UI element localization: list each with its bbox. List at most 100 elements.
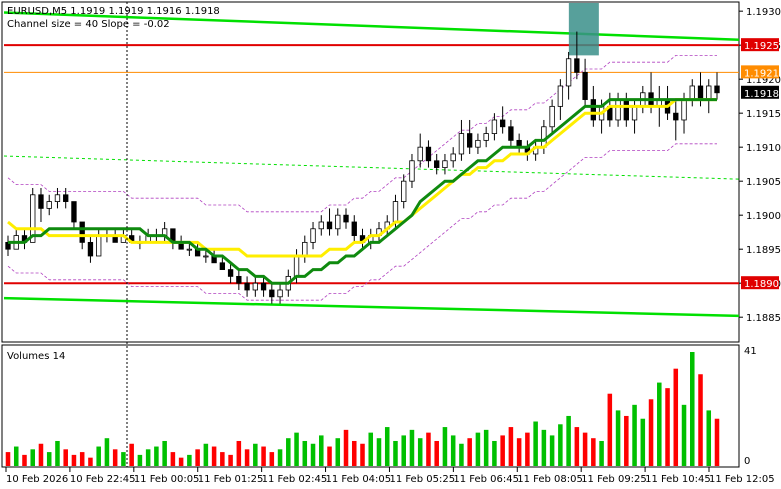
candle-body bbox=[458, 133, 465, 155]
volume-bar bbox=[261, 446, 266, 466]
price-label-text: 1.1925 bbox=[744, 41, 779, 52]
volume-bar bbox=[253, 443, 258, 466]
volume-bar bbox=[327, 446, 332, 466]
candle-body bbox=[475, 139, 481, 148]
time-tick-label: 11 Feb 04:05 bbox=[326, 474, 392, 485]
volume-bar bbox=[236, 440, 242, 466]
volume-bar bbox=[599, 440, 604, 466]
price-label-box bbox=[741, 276, 779, 290]
volume-bar bbox=[38, 443, 44, 466]
volume-bar bbox=[220, 452, 225, 466]
time-tick-label: 10 Feb 22:45 bbox=[70, 474, 136, 485]
candle-body bbox=[343, 214, 349, 223]
volume-bar bbox=[607, 393, 613, 466]
volume-bar bbox=[129, 443, 134, 466]
candle-body bbox=[38, 194, 44, 209]
volume-bar bbox=[467, 438, 472, 466]
volume-bar bbox=[665, 388, 670, 466]
volume-tick-zero: 0 bbox=[744, 456, 750, 467]
candle-body bbox=[450, 153, 456, 162]
price-label-box bbox=[741, 85, 779, 99]
volume-bar bbox=[450, 435, 456, 466]
candle-body bbox=[417, 146, 423, 162]
candle-body bbox=[227, 269, 234, 277]
candle-body bbox=[335, 214, 341, 230]
time-tick-label: 11 Feb 09:25 bbox=[581, 474, 647, 485]
volume-bar bbox=[104, 438, 110, 466]
volume-bar bbox=[459, 443, 464, 466]
candle-body bbox=[293, 255, 300, 277]
candle-body bbox=[590, 99, 597, 121]
price-label-text: 1.1921 bbox=[744, 68, 779, 79]
candle-body bbox=[260, 282, 267, 291]
regression-channel-lower bbox=[3, 296, 740, 318]
candle-body bbox=[582, 71, 588, 100]
volume-bar bbox=[55, 440, 60, 466]
volume-bar bbox=[302, 440, 308, 466]
volume-bar bbox=[137, 454, 143, 466]
price-tick-label: 1.1915 bbox=[746, 109, 781, 120]
candle-body bbox=[351, 221, 357, 236]
volume-bar bbox=[475, 432, 481, 466]
candle-body bbox=[203, 255, 209, 258]
volume-bar bbox=[409, 429, 415, 466]
candle-body bbox=[689, 85, 695, 100]
volume-bar bbox=[426, 432, 431, 466]
price-tick-label: 1.1910 bbox=[746, 143, 781, 154]
candle-body bbox=[631, 105, 638, 121]
candle-body bbox=[326, 221, 333, 230]
candle-body bbox=[252, 282, 258, 291]
volume-bar bbox=[549, 435, 555, 466]
volume-bar bbox=[343, 429, 349, 466]
volume-bar bbox=[706, 410, 712, 466]
volume-bar bbox=[319, 435, 324, 466]
candle-body bbox=[615, 99, 621, 121]
candle-body bbox=[499, 119, 506, 128]
candle-body bbox=[302, 241, 308, 257]
volume-bar bbox=[714, 418, 720, 466]
volume-bar bbox=[195, 449, 200, 466]
volume-bar bbox=[121, 452, 126, 466]
volume-bar bbox=[63, 449, 68, 466]
volume-bar bbox=[228, 454, 233, 466]
candle-body bbox=[467, 133, 473, 148]
volume-bar bbox=[508, 427, 514, 466]
volume-bar bbox=[145, 449, 151, 466]
candle-body bbox=[401, 180, 407, 202]
volume-bar bbox=[681, 404, 687, 466]
volume-bar bbox=[335, 438, 341, 466]
bollinger-upper bbox=[7, 55, 717, 213]
volume-bar bbox=[442, 427, 448, 466]
volume-bar bbox=[574, 427, 580, 466]
volume-bar bbox=[5, 452, 11, 466]
candle-body bbox=[714, 85, 720, 94]
volume-bar bbox=[393, 440, 398, 466]
volume-bar bbox=[22, 454, 27, 466]
candle-body bbox=[442, 160, 448, 168]
volume-bar bbox=[648, 399, 654, 466]
candle-body bbox=[277, 289, 283, 298]
highlight-zone bbox=[568, 3, 599, 56]
volume-bar bbox=[277, 449, 283, 466]
candle-body bbox=[79, 221, 85, 243]
time-tick-label: 11 Feb 06:45 bbox=[453, 474, 519, 485]
volume-bar bbox=[79, 452, 85, 466]
candle-body bbox=[623, 99, 629, 121]
candle-body bbox=[236, 275, 242, 284]
volume-bar bbox=[591, 438, 596, 466]
price-label-text: 1.1890 bbox=[744, 279, 779, 290]
volume-bar bbox=[294, 432, 299, 466]
volume-bar bbox=[88, 457, 93, 466]
candle-body bbox=[87, 241, 94, 257]
time-tick-label: 11 Feb 01:25 bbox=[198, 474, 264, 485]
volume-bar bbox=[516, 438, 522, 466]
candle-body bbox=[30, 194, 36, 243]
candle-body bbox=[409, 160, 415, 182]
volume-bar bbox=[434, 440, 439, 466]
volume-bar bbox=[615, 410, 621, 466]
volume-bar bbox=[71, 454, 77, 466]
volume-bar bbox=[525, 432, 530, 466]
volume-bar bbox=[632, 404, 637, 466]
